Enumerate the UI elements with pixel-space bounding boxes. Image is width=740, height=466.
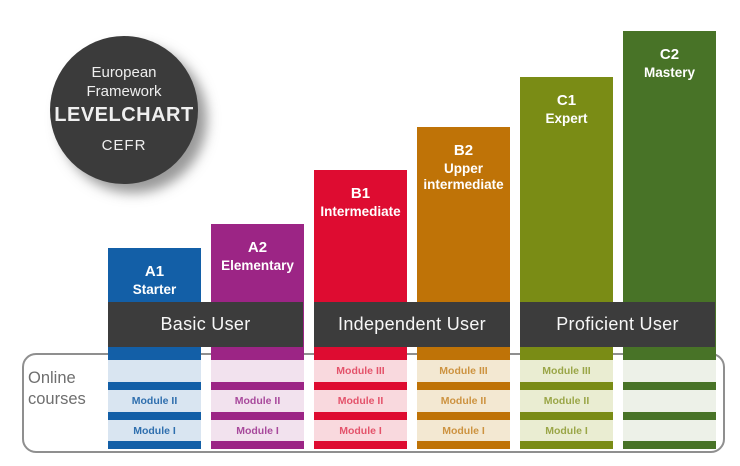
module-stripe: [211, 382, 304, 390]
level-code: C1: [556, 92, 577, 109]
module-row: Module II: [417, 390, 510, 412]
module-stripe: [520, 441, 613, 449]
user-group-band-3: Proficient User: [520, 302, 715, 347]
level-name: Starter: [132, 281, 177, 297]
module-stripe: [623, 412, 716, 420]
module-stripe: [417, 382, 510, 390]
module-row: [211, 360, 304, 382]
module-stripe: [314, 441, 407, 449]
module-stripe: [417, 441, 510, 449]
level-name: Elementary: [221, 257, 294, 273]
level-code: C2: [659, 46, 680, 63]
level-name: intermediate: [423, 177, 504, 193]
level-name: Mastery: [643, 64, 696, 80]
module-row: [623, 390, 716, 412]
module-row: Module I: [520, 420, 613, 441]
module-row: Module I: [314, 420, 407, 441]
user-group-band-1: Basic User: [108, 302, 303, 347]
module-stripe: [314, 412, 407, 420]
module-stripe: [211, 441, 304, 449]
module-row: Module III: [417, 360, 510, 382]
module-stripe: [520, 382, 613, 390]
module-row: Module II: [211, 390, 304, 412]
module-stripe: [520, 412, 613, 420]
module-stripe: [417, 412, 510, 420]
module-row: Module I: [211, 420, 304, 441]
online-courses-label: Online courses: [28, 369, 86, 408]
module-row: Module I: [417, 420, 510, 441]
module-row: [623, 420, 716, 441]
level-code: A1: [144, 263, 165, 280]
module-row: [623, 360, 716, 382]
module-row: Module II: [520, 390, 613, 412]
module-stripe: [314, 382, 407, 390]
module-row: [108, 360, 201, 382]
cefr-badge: European Framework LEVELCHART CEFR: [50, 36, 198, 184]
module-stripe: [108, 382, 201, 390]
module-stripe: [108, 412, 201, 420]
module-row: Module II: [314, 390, 407, 412]
module-stripe: [211, 412, 304, 420]
level-code: B1: [350, 185, 371, 202]
module-row: Module III: [520, 360, 613, 382]
module-stripe: [623, 382, 716, 390]
badge-line-cefr: CEFR: [101, 137, 147, 155]
level-code: B2: [453, 142, 474, 159]
module-stripe: [623, 441, 716, 449]
level-name: Upper: [443, 160, 483, 176]
badge-title: LEVELCHART: [54, 104, 194, 127]
badge-line-framework: Framework: [86, 82, 162, 100]
module-row: Module I: [108, 420, 201, 441]
module-row: Module III: [314, 360, 407, 382]
user-group-band-2: Independent User: [314, 302, 510, 347]
level-name: Intermediate: [320, 203, 401, 219]
module-row: Module II: [108, 390, 201, 412]
module-stripe: [108, 441, 201, 449]
level-code: A2: [247, 239, 268, 256]
badge-line-european: European: [91, 63, 157, 81]
level-name: Expert: [545, 110, 588, 126]
